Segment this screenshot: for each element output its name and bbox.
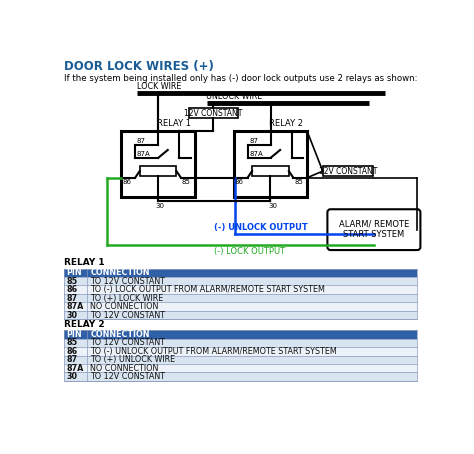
Text: NO CONNECTION: NO CONNECTION xyxy=(90,364,159,373)
Text: TO 12V CONSTANT: TO 12V CONSTANT xyxy=(90,277,165,286)
Text: 87A: 87A xyxy=(66,302,83,311)
Text: TO (-) LOCK OUTPUT FROM ALARM/REMOTE START SYSTEM: TO (-) LOCK OUTPUT FROM ALARM/REMOTE STA… xyxy=(90,285,325,294)
Bar xyxy=(64,286,417,294)
Text: TO 12V CONSTANT: TO 12V CONSTANT xyxy=(90,372,165,381)
Text: UNLOCK WIRE: UNLOCK WIRE xyxy=(207,92,263,101)
Bar xyxy=(323,166,373,176)
Text: TO (+) UNLOCK WIRE: TO (+) UNLOCK WIRE xyxy=(90,355,175,364)
Text: (-) UNLOCK OUTPUT: (-) UNLOCK OUTPUT xyxy=(214,223,308,232)
Bar xyxy=(121,132,195,197)
Text: DOOR LOCK WIRES (+): DOOR LOCK WIRES (+) xyxy=(64,60,214,73)
Text: 30: 30 xyxy=(156,203,165,209)
Bar xyxy=(64,277,417,286)
Bar xyxy=(64,302,417,311)
Text: CONNECTION: CONNECTION xyxy=(90,330,150,339)
Text: 87: 87 xyxy=(249,138,258,144)
Text: 86: 86 xyxy=(66,347,77,356)
Bar xyxy=(64,311,417,319)
Text: 87: 87 xyxy=(137,138,146,144)
Text: RELAY 1: RELAY 1 xyxy=(64,258,105,267)
Bar xyxy=(64,330,417,339)
Text: PIN: PIN xyxy=(66,330,82,339)
Bar xyxy=(140,166,176,176)
Text: RELAY 2: RELAY 2 xyxy=(64,320,105,329)
Text: 86: 86 xyxy=(122,179,131,185)
Text: 85: 85 xyxy=(66,277,77,286)
Text: CONNECTION: CONNECTION xyxy=(90,268,150,277)
Text: 85: 85 xyxy=(182,179,191,185)
Text: 87A: 87A xyxy=(137,151,151,157)
Text: TO 12V CONSTANT: TO 12V CONSTANT xyxy=(90,338,165,347)
Text: 12V CONSTANT: 12V CONSTANT xyxy=(319,167,377,176)
Text: (-) LOCK OUTPUT: (-) LOCK OUTPUT xyxy=(214,247,285,256)
Text: LOCK WIRE: LOCK WIRE xyxy=(137,82,181,91)
Text: TO (+) LOCK WIRE: TO (+) LOCK WIRE xyxy=(90,294,164,303)
Bar xyxy=(64,268,417,319)
FancyBboxPatch shape xyxy=(328,209,420,250)
Bar xyxy=(64,347,417,355)
Bar xyxy=(234,132,307,197)
Text: If the system being installed only has (-) door lock outputs use 2 relays as sho: If the system being installed only has (… xyxy=(64,74,418,83)
Text: 87: 87 xyxy=(66,355,77,364)
Bar xyxy=(190,109,237,118)
Text: RELAY 1: RELAY 1 xyxy=(157,119,191,128)
Text: 86: 86 xyxy=(235,179,244,185)
Text: 12V CONSTANT: 12V CONSTANT xyxy=(184,109,243,118)
Bar xyxy=(252,166,289,176)
Text: 30: 30 xyxy=(66,372,77,381)
Text: 86: 86 xyxy=(66,285,77,294)
Bar xyxy=(64,268,417,277)
Bar xyxy=(64,330,417,381)
Bar xyxy=(64,339,417,347)
Text: 87: 87 xyxy=(66,294,77,303)
Bar xyxy=(64,355,417,364)
Bar xyxy=(64,372,417,381)
Text: 85: 85 xyxy=(66,338,77,347)
Text: 30: 30 xyxy=(268,203,277,209)
Text: 30: 30 xyxy=(66,311,77,320)
Text: NO CONNECTION: NO CONNECTION xyxy=(90,302,159,311)
Bar xyxy=(64,294,417,302)
Text: TO 12V CONSTANT: TO 12V CONSTANT xyxy=(90,311,165,320)
Text: TO (-) UNLOCK OUTPUT FROM ALARM/REMOTE START SYSTEM: TO (-) UNLOCK OUTPUT FROM ALARM/REMOTE S… xyxy=(90,347,337,356)
Bar xyxy=(64,364,417,372)
Text: 87A: 87A xyxy=(249,151,263,157)
Text: PIN: PIN xyxy=(66,268,82,277)
Text: RELAY 2: RELAY 2 xyxy=(269,119,303,128)
Text: ALARM/ REMOTE
START SYSTEM: ALARM/ REMOTE START SYSTEM xyxy=(339,220,409,239)
Text: 85: 85 xyxy=(294,179,303,185)
Text: 87A: 87A xyxy=(66,364,83,373)
